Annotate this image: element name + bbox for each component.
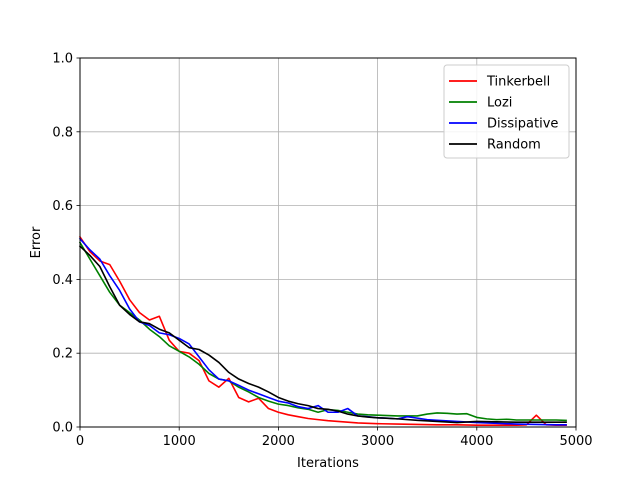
legend: Tinkerbell Lozi Dissipative Random — [443, 64, 570, 159]
legend-label-dissipative: Dissipative — [487, 117, 558, 132]
series-lines — [78, 235, 567, 426]
legend-box — [443, 64, 570, 159]
y-tick-label: 0.6 — [52, 199, 73, 214]
y-tick-label: 1.0 — [52, 52, 73, 67]
x-tick-label: 5000 — [559, 434, 592, 449]
series-line-lozi — [78, 241, 567, 422]
y-tick-label: 0.0 — [52, 421, 73, 436]
series-line-random — [78, 245, 567, 424]
x-tick-label: 1000 — [163, 434, 196, 449]
x-axis-label: Iterations — [297, 456, 359, 471]
axis-ticks: 0 1000 2000 3000 4000 5000 0.0 0.2 0.4 0.6 0.8 1.0 — [52, 52, 592, 450]
plot-frame — [79, 57, 577, 428]
legend-label-random: Random — [487, 138, 541, 153]
y-tick-label: 0.2 — [52, 347, 73, 362]
y-axis-label: Error — [29, 226, 44, 258]
y-tick-label: 0.8 — [52, 125, 73, 140]
series-line-tinkerbell — [78, 235, 567, 426]
legend-label-lozi: Lozi — [487, 96, 512, 111]
x-tick-label: 0 — [76, 434, 84, 449]
x-tick-label: 4000 — [460, 434, 493, 449]
series-line-dissipative — [78, 237, 567, 426]
y-tick-label: 0.4 — [52, 273, 73, 288]
x-tick-label: 2000 — [262, 434, 295, 449]
x-tick-label: 3000 — [361, 434, 394, 449]
legend-label-tinkerbell: Tinkerbell — [486, 75, 550, 90]
